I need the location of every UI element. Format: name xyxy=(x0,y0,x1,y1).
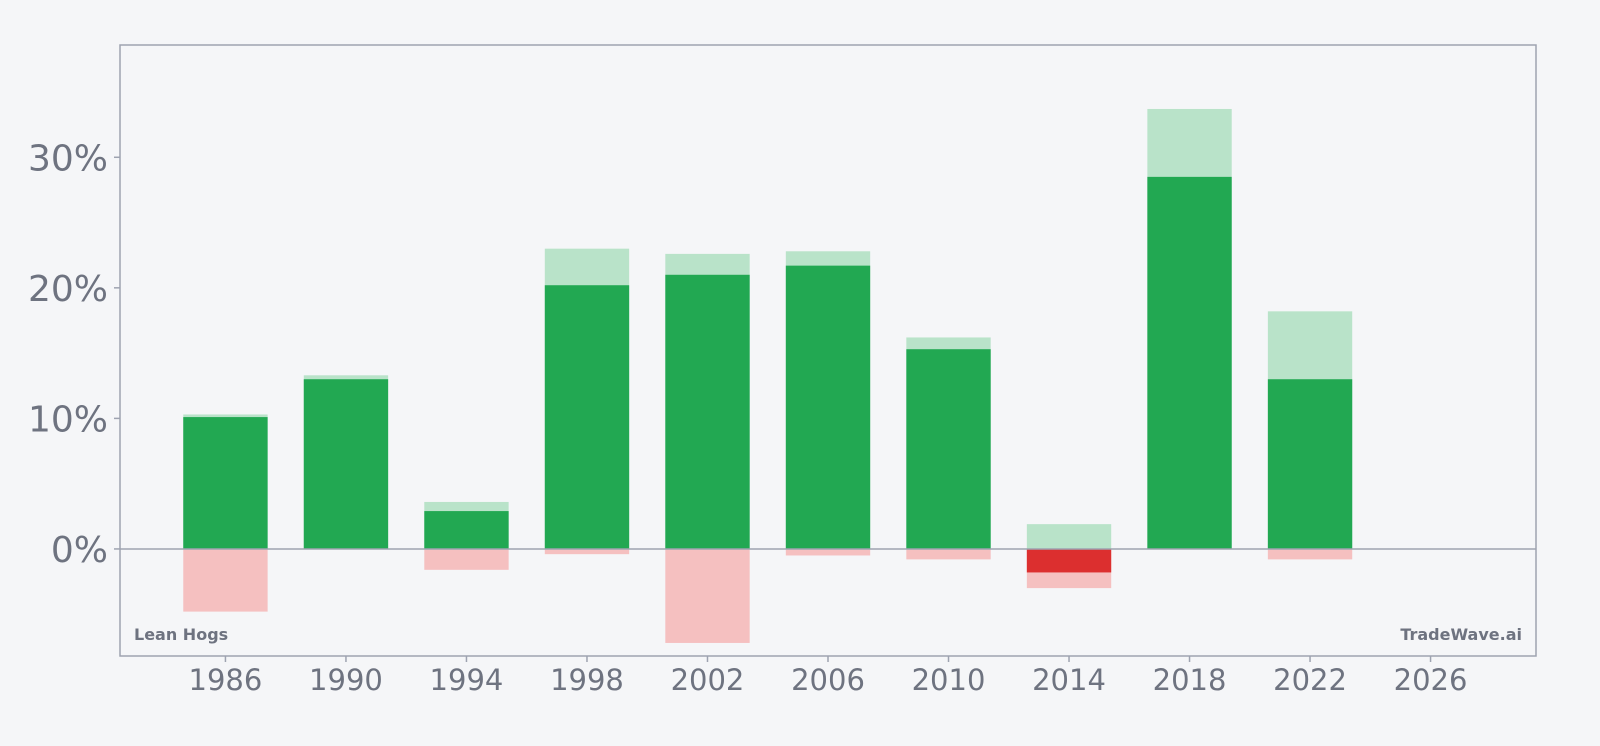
x-tick-label: 2002 xyxy=(671,663,745,697)
x-tick-label: 2010 xyxy=(912,663,986,697)
y-axis: 0% 10% 20% 30% xyxy=(28,138,120,571)
bar-range-negative-2010 xyxy=(906,548,991,560)
bar-range-negative-1998 xyxy=(544,548,630,555)
x-tick-label: 1994 xyxy=(430,663,504,697)
bar-value-2010 xyxy=(906,349,991,549)
bar-value-2018 xyxy=(1147,176,1232,549)
y-tick-label: 10% xyxy=(28,399,108,440)
bar-value-2006 xyxy=(785,265,871,549)
x-tick-label: 2014 xyxy=(1032,663,1106,697)
bar-value-1998 xyxy=(544,285,630,549)
y-tick-label: 0% xyxy=(51,530,108,571)
bar-value-1994 xyxy=(424,511,509,549)
commodity-label: Lean Hogs xyxy=(134,625,228,644)
y-tick-label: 30% xyxy=(28,138,108,179)
bar-range-negative-2006 xyxy=(785,548,871,556)
bar-value-1990 xyxy=(303,379,389,549)
x-tick-label: 1998 xyxy=(550,663,624,697)
x-tick-label: 1986 xyxy=(189,663,263,697)
x-tick-label: 2006 xyxy=(791,663,865,697)
x-tick-label: 2022 xyxy=(1273,663,1347,697)
bar-range-negative-2022 xyxy=(1267,548,1353,560)
y-tick-label: 20% xyxy=(28,269,108,310)
bar-range-negative-1986 xyxy=(183,548,268,612)
bar-range-positive-2014 xyxy=(1026,524,1112,549)
x-axis: 1986 1990 1994 1998 2002 2006 2010 2014 2018 2022… xyxy=(189,656,1468,697)
bar-value-2014 xyxy=(1026,548,1112,573)
bar-value-2002 xyxy=(665,274,750,549)
bar-value-1986 xyxy=(183,417,268,549)
bars-layer xyxy=(183,108,1353,643)
brand-watermark: TradeWave.ai xyxy=(1400,625,1522,644)
bar-value-2022 xyxy=(1267,379,1353,549)
x-tick-label: 2018 xyxy=(1153,663,1227,697)
bar-range-negative-1994 xyxy=(424,548,509,570)
x-tick-label: 1990 xyxy=(309,663,383,697)
bar-range-negative-2002 xyxy=(665,548,750,643)
x-tick-label: 2026 xyxy=(1394,663,1468,697)
